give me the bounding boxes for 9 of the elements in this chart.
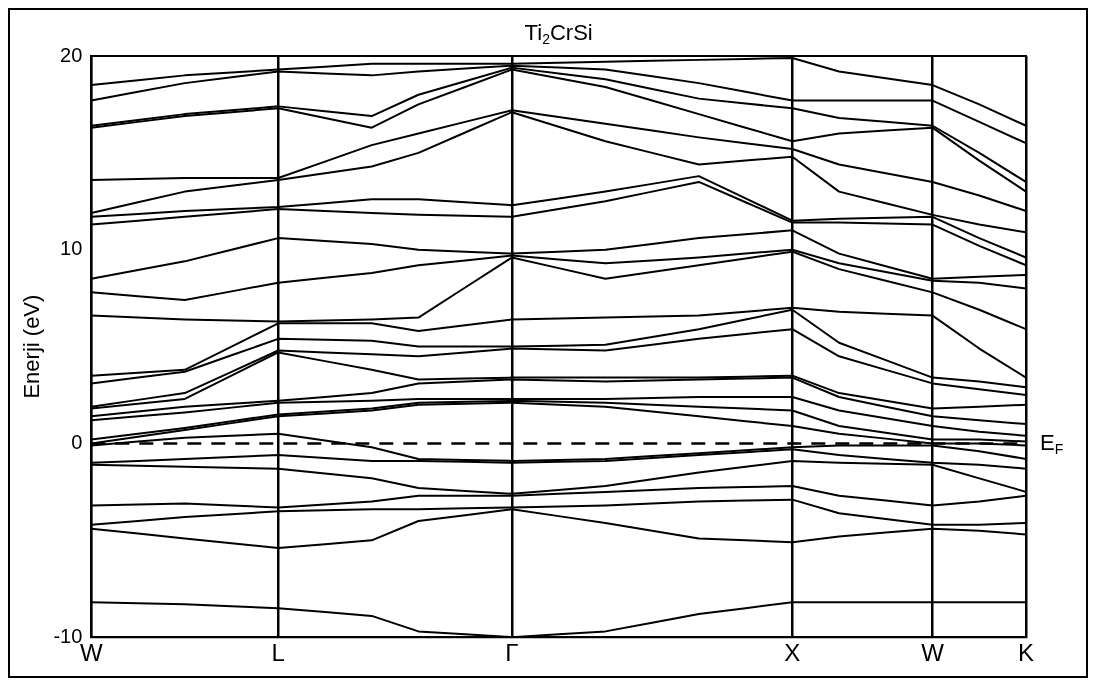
x-tick-label: W (921, 639, 945, 667)
x-tick-label: K (1017, 639, 1035, 667)
x-tick-label: X (784, 639, 801, 667)
x-tick-label: L (271, 639, 285, 667)
y-axis-title: Enerji (eV) (19, 294, 45, 399)
x-tick-label: Γ (505, 639, 519, 667)
y-tick-label: 10 (60, 237, 83, 260)
y-tick-label: 0 (71, 430, 83, 453)
y-tick-label: 20 (60, 43, 83, 66)
